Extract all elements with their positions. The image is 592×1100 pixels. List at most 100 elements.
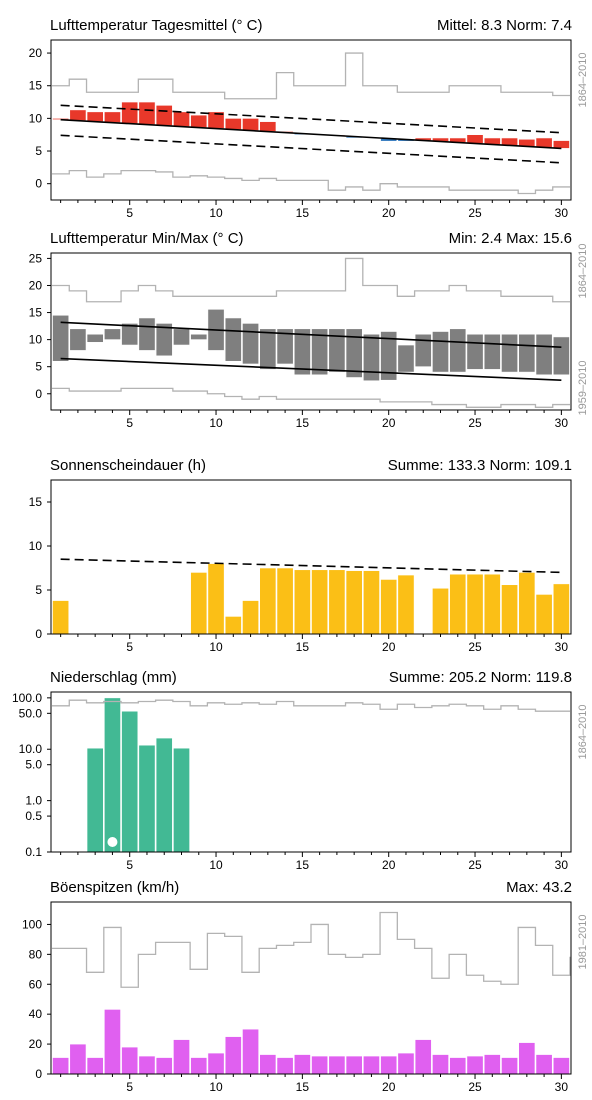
y-tick-label: 80 bbox=[29, 947, 43, 961]
bar-day-13 bbox=[259, 567, 277, 634]
range-bar-day-15 bbox=[293, 328, 311, 376]
plot-frame bbox=[50, 39, 572, 201]
x-tick-label: 25 bbox=[468, 206, 482, 220]
chart-stats: Mittel: 8.3 Norm: 7.4 bbox=[437, 17, 572, 34]
x-tick-label: 20 bbox=[382, 206, 396, 220]
bar-day-30 bbox=[552, 140, 570, 149]
bar-day-6 bbox=[138, 744, 156, 852]
range-bar-day-3 bbox=[86, 333, 104, 343]
range-bar-day-4 bbox=[104, 328, 121, 340]
chart-stats: Max: 43.2 bbox=[506, 879, 572, 896]
period-label: 1981–2010 bbox=[577, 914, 589, 969]
bar-day-3 bbox=[86, 747, 104, 852]
bar-day-1 bbox=[52, 600, 70, 634]
bar-day-23 bbox=[432, 587, 449, 634]
range-bar-day-16 bbox=[311, 328, 329, 376]
bar-day-29 bbox=[535, 1054, 553, 1074]
bar-day-21 bbox=[397, 574, 415, 634]
range-bar-day-22 bbox=[414, 333, 432, 367]
bar-day-13 bbox=[259, 121, 277, 132]
x-tick-label: 30 bbox=[555, 858, 569, 872]
y-tick-label: 100 bbox=[22, 917, 42, 931]
y-tick-label: 0 bbox=[35, 627, 42, 641]
chart-title: Niederschlag (mm) bbox=[50, 669, 177, 686]
x-tick-label: 30 bbox=[555, 416, 569, 430]
range-bar-day-27 bbox=[501, 333, 518, 373]
period-label: 1864–2010 bbox=[577, 243, 589, 298]
bar-day-4 bbox=[104, 697, 121, 852]
bar-day-26 bbox=[483, 573, 501, 634]
norm-max-line bbox=[60, 321, 562, 348]
bar-day-16 bbox=[311, 569, 329, 634]
bar-day-14 bbox=[276, 1057, 294, 1074]
x-tick-label: 20 bbox=[382, 858, 396, 872]
y-tick-label: 5 bbox=[35, 144, 42, 158]
range-bar-day-30 bbox=[552, 336, 570, 376]
plot-area bbox=[52, 257, 570, 408]
chart-title: Sonnenscheindauer (h) bbox=[50, 457, 206, 474]
range-bar-day-2 bbox=[69, 328, 87, 351]
range-bar-day-5 bbox=[121, 323, 139, 346]
x-tick-label: 5 bbox=[126, 858, 133, 872]
bar-day-18 bbox=[345, 1055, 363, 1074]
chart-panel-5: Böenspitzen (km/h) Max: 43.2 0 20 40 60 80 100 5… bbox=[22, 879, 589, 1094]
y-tick-label: 0 bbox=[35, 1067, 42, 1081]
bar-day-23 bbox=[432, 1054, 449, 1074]
y-tick-label: 0.1 bbox=[25, 845, 42, 859]
y-tick-label: 1.0 bbox=[25, 794, 42, 808]
record-min-line bbox=[52, 387, 570, 408]
bar-day-9 bbox=[190, 1057, 208, 1074]
bar-day-6 bbox=[138, 101, 156, 125]
bar-day-9 bbox=[190, 572, 208, 634]
bar-day-2 bbox=[69, 109, 87, 121]
bar-day-1 bbox=[52, 118, 70, 120]
range-bar-day-9 bbox=[190, 333, 208, 340]
range-bar-day-24 bbox=[449, 328, 467, 373]
range-bar-day-13 bbox=[259, 328, 277, 370]
y-tick-label: 20 bbox=[29, 46, 43, 60]
x-tick-label: 20 bbox=[382, 416, 396, 430]
range-bar-day-28 bbox=[518, 333, 536, 373]
y-tick-label: 15 bbox=[29, 306, 43, 320]
bar-day-13 bbox=[259, 1054, 277, 1074]
chart-panel-1: Lufttemperatur Tagesmittel (° C) Mittel: … bbox=[29, 17, 589, 220]
bar-day-25 bbox=[466, 1055, 484, 1074]
chart-panel-4: Niederschlag (mm) Summe: 205.2 Norm: 119.… bbox=[12, 669, 589, 872]
plot-frame bbox=[50, 479, 572, 635]
record-max-line bbox=[52, 257, 570, 303]
y-tick-label: 40 bbox=[29, 1007, 43, 1021]
range-bar-day-18 bbox=[345, 328, 363, 378]
plot-frame bbox=[50, 252, 572, 411]
range-bar-day-23 bbox=[432, 331, 449, 373]
x-tick-label: 5 bbox=[126, 640, 133, 654]
chart-panel-3: Sonnenscheindauer (h) Summe: 133.3 Norm: … bbox=[29, 457, 572, 654]
record-max-line bbox=[52, 52, 570, 100]
bar-day-16 bbox=[311, 1055, 329, 1074]
bar-day-11 bbox=[224, 118, 242, 130]
bar-day-8 bbox=[173, 747, 190, 852]
bar-day-20 bbox=[380, 579, 398, 634]
bar-day-12 bbox=[242, 118, 260, 131]
y-tick-label: 10 bbox=[29, 539, 43, 553]
chart-stats: Min: 2.4 Max: 15.6 bbox=[449, 230, 572, 247]
range-bar-day-6 bbox=[138, 317, 156, 351]
bar-day-5 bbox=[121, 1046, 139, 1074]
bar-day-20 bbox=[380, 1055, 398, 1074]
y-tick-label: 10.0 bbox=[19, 742, 43, 756]
plot-area bbox=[52, 558, 571, 634]
y-tick-label: 100.0 bbox=[12, 691, 42, 705]
bar-day-27 bbox=[501, 584, 518, 634]
y-tick-label: 15 bbox=[29, 79, 43, 93]
plot-area bbox=[52, 697, 570, 852]
bar-day-7 bbox=[155, 1057, 173, 1074]
plot-area bbox=[52, 52, 570, 195]
record-max-line bbox=[52, 699, 570, 712]
bar-day-15 bbox=[293, 1054, 311, 1074]
bar-day-12 bbox=[242, 1028, 260, 1074]
bar-day-9 bbox=[190, 114, 208, 128]
y-tick-label: 5 bbox=[35, 583, 42, 597]
period-label: 1864–2010 bbox=[577, 52, 589, 107]
bar-day-25 bbox=[466, 134, 484, 144]
x-tick-label: 25 bbox=[468, 640, 482, 654]
